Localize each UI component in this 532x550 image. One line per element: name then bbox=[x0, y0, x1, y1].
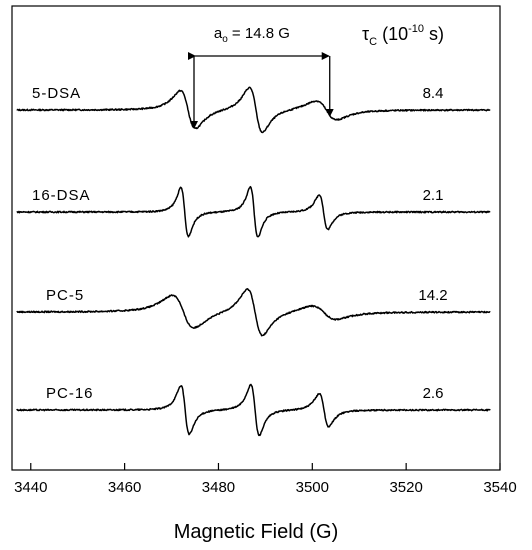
trace-pc-5 bbox=[16, 288, 491, 337]
x-tick-label: 3540 bbox=[483, 479, 516, 496]
tau-value-label: 8.4 bbox=[423, 85, 444, 102]
trace-name-label: PC-16 bbox=[46, 385, 94, 402]
trace-5-dsa bbox=[16, 86, 491, 134]
splitting-value: = 14.8 G bbox=[228, 25, 290, 42]
tau-value-label: 2.1 bbox=[423, 187, 444, 204]
tau-subscript: C bbox=[369, 36, 377, 48]
tau-value-label: 2.6 bbox=[423, 385, 444, 402]
x-tick-label: 3460 bbox=[108, 479, 141, 496]
tau-symbol: τ bbox=[362, 24, 369, 44]
tau-exponent: -10 bbox=[408, 23, 424, 35]
splitting-annotation: ao = 14.8 G bbox=[188, 25, 334, 129]
tau-header: τC (10-10 s) bbox=[362, 23, 444, 48]
x-tick-label: 3500 bbox=[296, 479, 329, 496]
splitting-label: ao = 14.8 G bbox=[214, 25, 290, 45]
trace-16-dsa bbox=[16, 185, 491, 238]
x-tick-label: 3440 bbox=[14, 479, 47, 496]
tau-value-label: 14.2 bbox=[418, 287, 447, 304]
x-tick-label: 3520 bbox=[389, 479, 422, 496]
tau-unit-open: (10 bbox=[377, 24, 408, 44]
x-axis-label: Magnetic Field (G) bbox=[174, 521, 339, 543]
trace-name-label: 16-DSA bbox=[32, 187, 91, 204]
tau-unit-close: s) bbox=[424, 24, 444, 44]
x-tick-label: 3480 bbox=[202, 479, 235, 496]
spectra-traces bbox=[16, 86, 491, 437]
splitting-subscript: o bbox=[222, 34, 228, 45]
trace-labels: 5-DSA 8.4 16-DSA 2.1 PC-5 14.2 PC-16 2.6 bbox=[32, 85, 448, 402]
plot-frame bbox=[11, 5, 501, 471]
trace-pc-16 bbox=[16, 383, 491, 437]
trace-name-label: PC-5 bbox=[46, 287, 84, 304]
trace-name-label: 5-DSA bbox=[32, 85, 81, 102]
x-ticks: 3440 3460 3480 3500 3520 3540 bbox=[14, 463, 517, 496]
splitting-prefix: a bbox=[214, 25, 223, 42]
